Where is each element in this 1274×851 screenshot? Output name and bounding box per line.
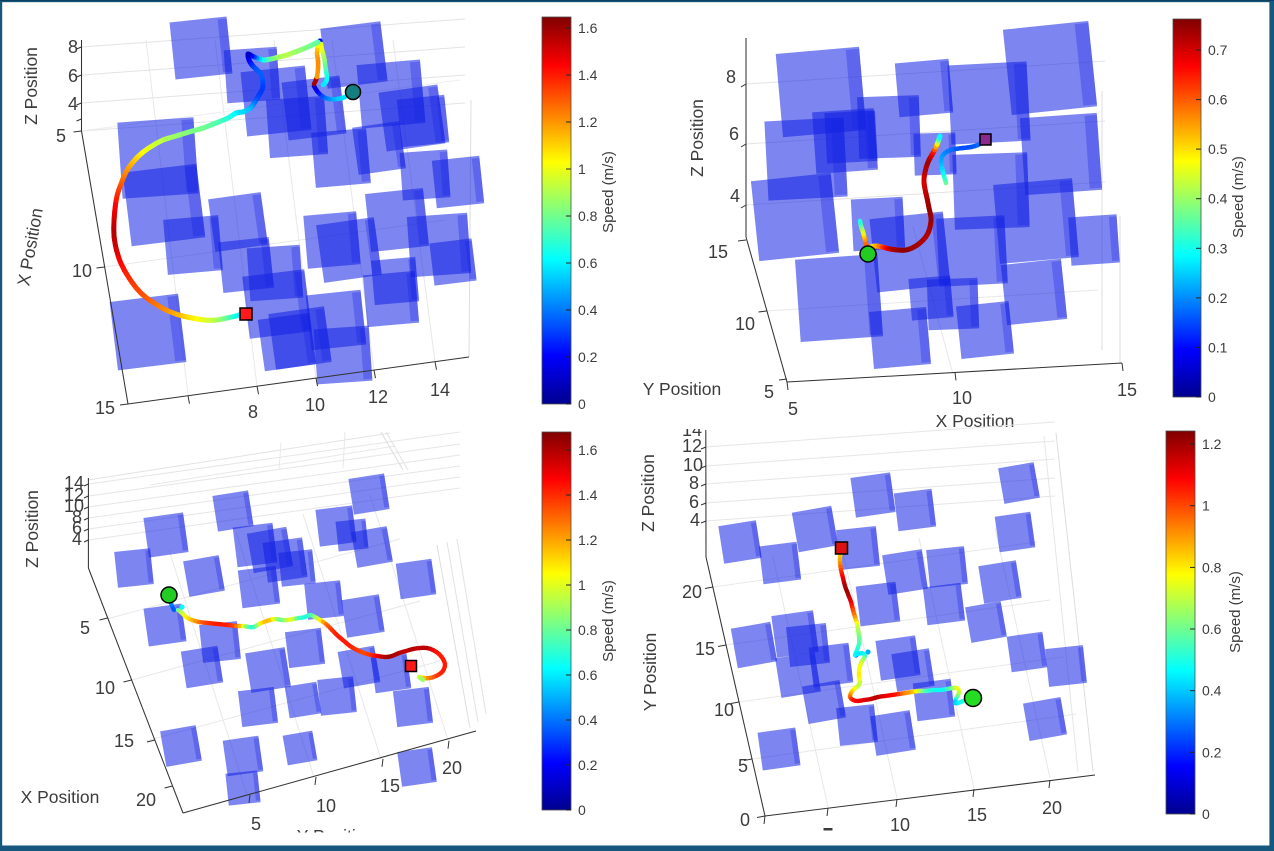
svg-text:0: 0 [578, 802, 586, 818]
svg-text:15: 15 [708, 242, 728, 262]
svg-text:0.6: 0.6 [1208, 92, 1228, 108]
svg-text:0.4: 0.4 [1208, 191, 1228, 207]
svg-text:0.2: 0.2 [1202, 744, 1222, 760]
svg-text:8: 8 [68, 37, 78, 57]
svg-text:15: 15 [95, 398, 115, 418]
svg-text:0: 0 [740, 810, 750, 830]
svg-text:5: 5 [80, 618, 90, 638]
svg-text:5: 5 [56, 126, 66, 146]
svg-text:1.4: 1.4 [578, 67, 598, 83]
svg-text:10: 10 [714, 700, 734, 720]
svg-text:6: 6 [689, 492, 699, 512]
svg-text:0: 0 [578, 396, 586, 412]
svg-text:5: 5 [764, 382, 774, 402]
svg-text:0.8: 0.8 [578, 208, 598, 224]
svg-text:0: 0 [1202, 806, 1210, 822]
svg-text:15: 15 [695, 639, 715, 659]
svg-text:Z Position: Z Position [22, 490, 42, 568]
svg-text:15: 15 [1117, 380, 1137, 400]
svg-text:10: 10 [305, 395, 325, 415]
svg-text:8: 8 [72, 507, 82, 527]
svg-text:1: 1 [578, 161, 586, 177]
svg-text:0.1: 0.1 [1208, 339, 1228, 355]
svg-text:6: 6 [72, 518, 82, 538]
svg-text:Speed (m/s): Speed (m/s) [600, 151, 617, 233]
svg-text:4: 4 [72, 529, 82, 549]
svg-text:Y Position: Y Position [640, 633, 660, 711]
svg-text:1.4: 1.4 [578, 487, 598, 503]
svg-text:1.6: 1.6 [578, 442, 598, 458]
svg-text:0.8: 0.8 [1202, 559, 1222, 575]
svg-text:4: 4 [68, 94, 78, 114]
svg-text:Y Position: Y Position [643, 379, 721, 399]
svg-text:0.2: 0.2 [578, 349, 598, 365]
svg-text:6: 6 [729, 124, 739, 144]
svg-text:10: 10 [64, 496, 84, 516]
svg-text:12: 12 [682, 436, 702, 456]
svg-text:1.2: 1.2 [578, 532, 598, 548]
svg-text:10: 10 [683, 455, 703, 475]
svg-text:0: 0 [1208, 389, 1216, 405]
svg-text:0.4: 0.4 [1202, 683, 1222, 699]
svg-text:14: 14 [64, 473, 84, 493]
svg-text:Z Position: Z Position [687, 99, 707, 177]
svg-text:0.2: 0.2 [1208, 290, 1228, 306]
svg-text:0.5: 0.5 [1208, 141, 1228, 157]
svg-text:1: 1 [578, 577, 586, 593]
svg-text:Speed (m/s): Speed (m/s) [1227, 571, 1244, 653]
svg-text:8: 8 [726, 67, 736, 87]
svg-text:Z Position: Z Position [21, 47, 41, 125]
svg-text:0.3: 0.3 [1208, 240, 1228, 256]
svg-text:0.8: 0.8 [578, 622, 598, 638]
svg-text:0.7: 0.7 [1208, 42, 1228, 58]
svg-text:Z Position: Z Position [638, 454, 658, 532]
svg-text:5: 5 [738, 756, 748, 776]
svg-text:10: 10 [890, 815, 910, 835]
svg-text:0.6: 0.6 [578, 255, 598, 271]
svg-text:12: 12 [368, 387, 388, 407]
svg-text:Speed (m/s): Speed (m/s) [1230, 156, 1247, 238]
svg-text:1.2: 1.2 [1202, 436, 1222, 452]
svg-text:14: 14 [430, 380, 450, 400]
svg-text:15: 15 [967, 805, 987, 825]
svg-text:10: 10 [72, 261, 92, 281]
svg-text:5: 5 [788, 399, 798, 419]
svg-text:1: 1 [1202, 498, 1210, 514]
svg-text:20: 20 [442, 758, 462, 778]
svg-text:4: 4 [690, 510, 700, 530]
svg-text:20: 20 [1042, 798, 1062, 818]
svg-text:1.6: 1.6 [578, 20, 598, 36]
svg-text:X Position: X Position [21, 787, 100, 807]
svg-text:4: 4 [730, 186, 740, 206]
svg-text:8: 8 [248, 402, 258, 422]
svg-text:10: 10 [316, 796, 336, 816]
svg-text:12: 12 [64, 485, 84, 505]
svg-text:0.6: 0.6 [578, 667, 598, 683]
svg-text:0.4: 0.4 [578, 712, 598, 728]
svg-text:0.6: 0.6 [1202, 621, 1222, 637]
svg-text:10: 10 [735, 314, 755, 334]
svg-text:20: 20 [136, 790, 156, 810]
svg-text:Speed (m/s): Speed (m/s) [600, 580, 617, 662]
svg-text:5: 5 [251, 814, 261, 834]
svg-text:20: 20 [682, 582, 702, 602]
svg-text:8: 8 [689, 473, 699, 493]
svg-text:15: 15 [380, 776, 400, 796]
svg-text:0.2: 0.2 [578, 757, 598, 773]
svg-text:0.4: 0.4 [578, 302, 598, 318]
svg-text:15: 15 [114, 731, 134, 751]
svg-text:10: 10 [952, 388, 972, 408]
svg-text:10: 10 [95, 678, 115, 698]
svg-text:1.2: 1.2 [578, 114, 598, 130]
svg-text:6: 6 [68, 66, 78, 86]
